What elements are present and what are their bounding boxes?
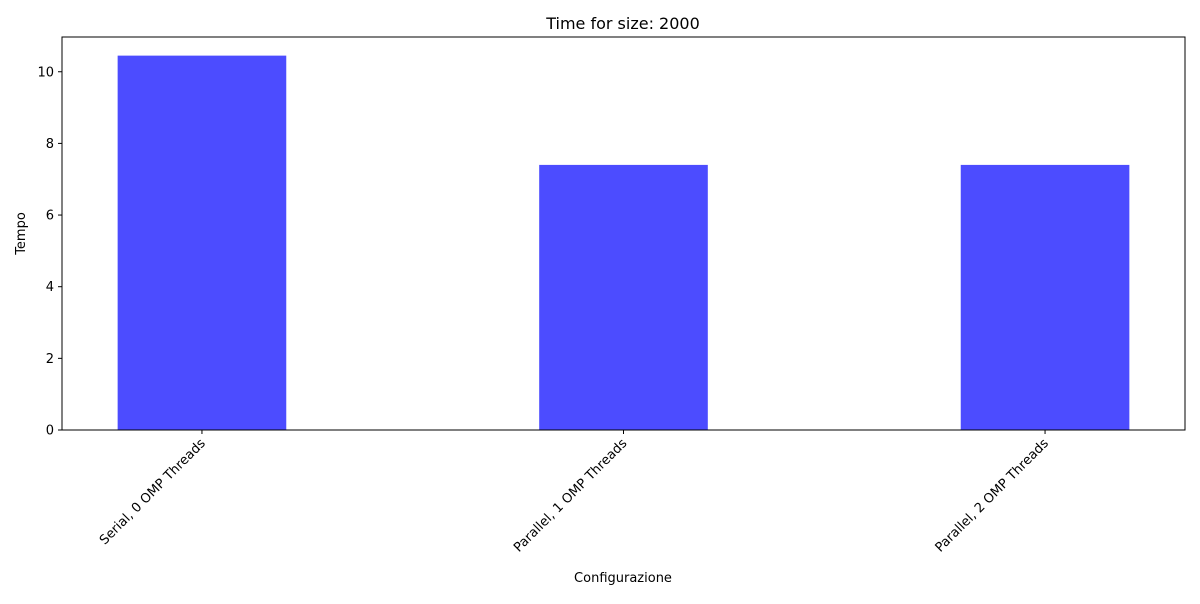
y-axis: 0 2 4 6 8 10 [37,65,62,439]
y-tick-label: 0 [46,424,54,439]
x-axis: Serial, 0 OMP Threads Parallel, 1 OMP Thr… [97,430,1052,556]
y-tick-label: 6 [46,209,54,224]
y-tick-label: 4 [46,280,54,295]
x-tick-label: Serial, 0 OMP Threads [97,436,209,548]
x-tick-label: Parallel, 2 OMP Threads [933,436,1052,555]
y-tick-label: 8 [46,137,54,152]
bar [539,164,708,430]
x-tick-label: Parallel, 1 OMP Threads [511,436,630,555]
y-tick-label: 10 [37,65,54,80]
chart-title: Time for size: 2000 [545,14,700,33]
bar [960,164,1130,430]
x-axis-label: Configurazione [574,571,672,586]
plot-frame [61,36,1186,431]
bar [117,55,287,430]
y-tick-label: 2 [46,352,54,367]
bars-group [117,55,1130,430]
y-axis-label: Tempo [14,212,29,256]
